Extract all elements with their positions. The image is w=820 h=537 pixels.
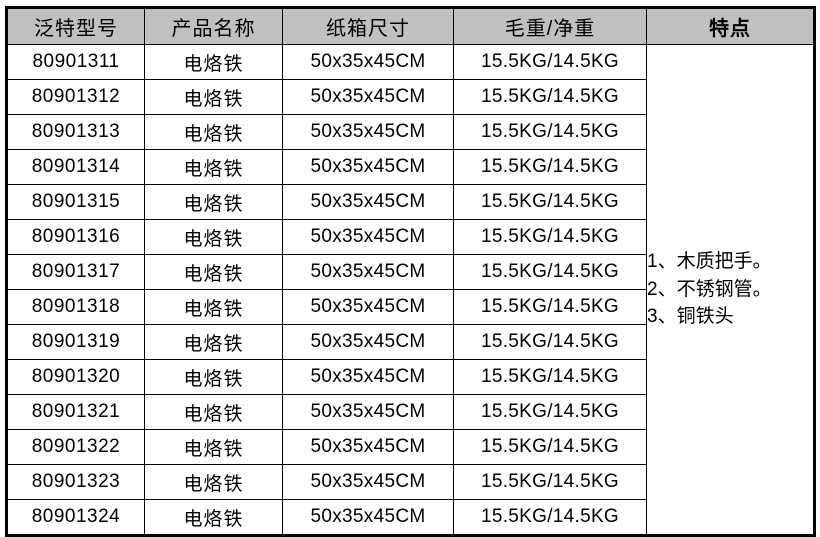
table-body: 80901311 电烙铁 50x35x45CM 15.5KG/14.5KG 1、… <box>6 44 815 536</box>
cell-weight: 15.5KG/14.5KG <box>453 394 647 430</box>
cell-name: 电烙铁 <box>144 44 283 80</box>
table-header-row: 泛特型号 产品名称 纸箱尺寸 毛重/净重 特点 <box>6 7 815 45</box>
feature-line-1: 1、木质把手。 <box>647 251 772 273</box>
cell-feature-merged: 1、木质把手。 2、不锈钢管。 3、铜铁头 <box>646 44 815 536</box>
cell-model: 80901323 <box>6 464 145 500</box>
cell-model: 80901312 <box>6 79 145 115</box>
cell-size: 50x35x45CM <box>282 219 454 255</box>
cell-model: 80901319 <box>6 324 145 360</box>
cell-weight: 15.5KG/14.5KG <box>453 184 647 220</box>
cell-size: 50x35x45CM <box>282 79 454 115</box>
product-spec-table: 泛特型号 产品名称 纸箱尺寸 毛重/净重 特点 80901311 电烙铁 50x… <box>5 6 816 537</box>
cell-model: 80901315 <box>6 184 145 220</box>
column-header-feature: 特点 <box>646 7 815 45</box>
cell-model: 80901318 <box>6 289 145 325</box>
feature-line-2: 2、不锈钢管。 <box>647 278 772 300</box>
cell-name: 电烙铁 <box>144 219 283 255</box>
column-header-model: 泛特型号 <box>6 7 145 45</box>
cell-size: 50x35x45CM <box>282 324 454 360</box>
table-row: 80901312 电烙铁 50x35x45CM 15.5KG/14.5KG <box>6 79 815 115</box>
cell-weight: 15.5KG/14.5KG <box>453 219 647 255</box>
cell-model: 80901317 <box>6 254 145 290</box>
cell-model: 80901316 <box>6 219 145 255</box>
cell-weight: 15.5KG/14.5KG <box>453 149 647 185</box>
cell-name: 电烙铁 <box>144 114 283 150</box>
cell-name: 电烙铁 <box>144 464 283 500</box>
cell-weight: 15.5KG/14.5KG <box>453 359 647 395</box>
cell-size: 50x35x45CM <box>282 149 454 185</box>
cell-size: 50x35x45CM <box>282 394 454 430</box>
cell-weight: 15.5KG/14.5KG <box>453 79 647 115</box>
cell-model: 80901314 <box>6 149 145 185</box>
table-row: 80901322 电烙铁 50x35x45CM 15.5KG/14.5KG <box>6 429 815 465</box>
cell-weight: 15.5KG/14.5KG <box>453 114 647 150</box>
cell-model: 80901324 <box>6 499 145 536</box>
cell-size: 50x35x45CM <box>282 44 454 80</box>
cell-size: 50x35x45CM <box>282 499 454 536</box>
cell-weight: 15.5KG/14.5KG <box>453 464 647 500</box>
column-header-name: 产品名称 <box>144 7 283 45</box>
cell-size: 50x35x45CM <box>282 429 454 465</box>
cell-model: 80901311 <box>6 44 145 80</box>
table-row: 80901311 电烙铁 50x35x45CM 15.5KG/14.5KG 1、… <box>6 44 815 536</box>
cell-weight: 15.5KG/14.5KG <box>453 254 647 290</box>
cell-name: 电烙铁 <box>144 149 283 185</box>
table-row: 80901315 电烙铁 50x35x45CM 15.5KG/14.5KG <box>6 184 815 220</box>
cell-model: 80901321 <box>6 394 145 430</box>
table-row: 80901313 电烙铁 50x35x45CM 15.5KG/14.5KG <box>6 114 815 150</box>
cell-weight: 15.5KG/14.5KG <box>453 289 647 325</box>
table-row: 80901323 电烙铁 50x35x45CM 15.5KG/14.5KG <box>6 464 815 500</box>
cell-size: 50x35x45CM <box>282 254 454 290</box>
table-header: 泛特型号 产品名称 纸箱尺寸 毛重/净重 特点 <box>6 7 815 45</box>
spec-sheet: 泛特型号 产品名称 纸箱尺寸 毛重/净重 特点 80901311 电烙铁 50x… <box>5 6 816 537</box>
cell-name: 电烙铁 <box>144 499 283 536</box>
cell-name: 电烙铁 <box>144 359 283 395</box>
cell-size: 50x35x45CM <box>282 184 454 220</box>
cell-name: 电烙铁 <box>144 324 283 360</box>
cell-weight: 15.5KG/14.5KG <box>453 429 647 465</box>
cell-name: 电烙铁 <box>144 79 283 115</box>
cell-name: 电烙铁 <box>144 429 283 465</box>
cell-size: 50x35x45CM <box>282 359 454 395</box>
feature-line-3: 3、铜铁头 <box>647 306 734 328</box>
table-row: 80901319 电烙铁 50x35x45CM 15.5KG/14.5KG <box>6 324 815 360</box>
cell-name: 电烙铁 <box>144 254 283 290</box>
cell-size: 50x35x45CM <box>282 114 454 150</box>
cell-weight: 15.5KG/14.5KG <box>453 499 647 536</box>
column-header-size: 纸箱尺寸 <box>282 7 454 45</box>
table-row: 80901317 电烙铁 50x35x45CM 15.5KG/14.5KG <box>6 254 815 290</box>
cell-weight: 15.5KG/14.5KG <box>453 44 647 80</box>
table-row: 80901318 电烙铁 50x35x45CM 15.5KG/14.5KG <box>6 289 815 325</box>
cell-weight: 15.5KG/14.5KG <box>453 324 647 360</box>
cell-name: 电烙铁 <box>144 184 283 220</box>
table-row: 80901316 电烙铁 50x35x45CM 15.5KG/14.5KG <box>6 219 815 255</box>
cell-name: 电烙铁 <box>144 289 283 325</box>
cell-model: 80901320 <box>6 359 145 395</box>
column-header-weight: 毛重/净重 <box>453 7 647 45</box>
cell-size: 50x35x45CM <box>282 289 454 325</box>
cell-model: 80901313 <box>6 114 145 150</box>
cell-name: 电烙铁 <box>144 394 283 430</box>
cell-size: 50x35x45CM <box>282 464 454 500</box>
cell-model: 80901322 <box>6 429 145 465</box>
table-row: 80901314 电烙铁 50x35x45CM 15.5KG/14.5KG <box>6 149 815 185</box>
